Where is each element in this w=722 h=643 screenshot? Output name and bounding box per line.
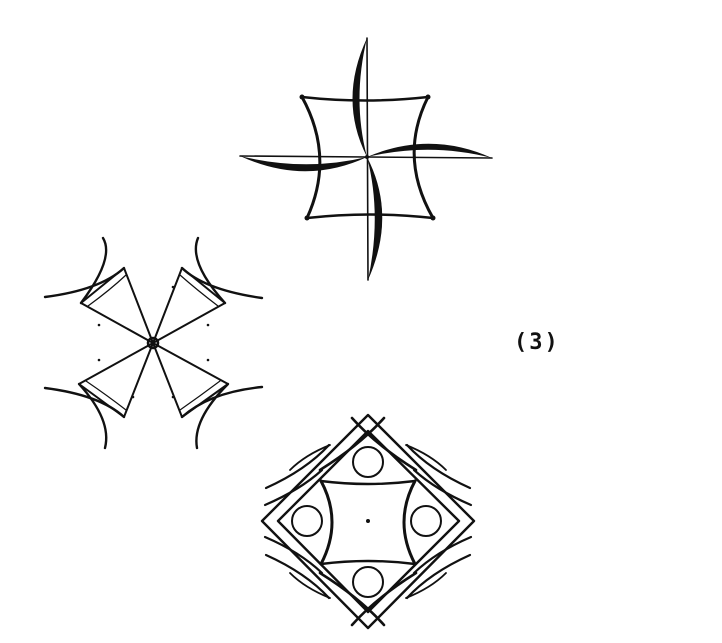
inner-diamond	[276, 429, 461, 614]
center-dot	[366, 519, 370, 523]
corner-dot	[304, 215, 310, 221]
petal-center-ring	[146, 336, 160, 350]
outer-diamond	[260, 413, 476, 630]
nested-diamond-circles-figure	[260, 413, 476, 630]
circle-bottom	[352, 566, 384, 598]
arc-upper-right-b	[180, 266, 264, 300]
center-square-bottom	[319, 559, 417, 566]
pinwheel-left-side	[300, 95, 322, 220]
arc-lower-left-b	[77, 382, 108, 450]
corner-dot	[299, 94, 305, 100]
arc-upper-left-b	[79, 236, 108, 305]
four-petal-triangle-figure	[43, 236, 264, 450]
petal-triangle-lower-right	[152, 342, 229, 418]
corner-dot	[425, 94, 431, 100]
figure-label: (3)	[514, 330, 560, 355]
pinwheel-vertical-axis	[366, 37, 369, 281]
circle-left	[291, 505, 323, 537]
pinwheel-blade-right	[367, 143, 492, 158]
pinwheel-square-figure	[239, 37, 493, 281]
pinwheel-blade-left	[240, 156, 367, 172]
pinwheel-bottom-side	[305, 213, 435, 220]
circle-right	[410, 505, 442, 537]
pinwheel-blade-top	[352, 38, 367, 157]
center-square-left	[319, 479, 334, 566]
arc-lower-left-a	[43, 386, 126, 419]
corner-dot	[430, 215, 436, 221]
petal-triangle-upper-right	[152, 267, 226, 344]
circle-top	[352, 446, 384, 478]
arc-lower-right-b	[195, 382, 230, 450]
petal-triangle-lower-left	[78, 342, 154, 418]
center-square-right	[402, 479, 417, 566]
petal-triangle-upper-left	[80, 267, 154, 344]
pinwheel-top-side	[300, 95, 430, 102]
arc-upper-right-a	[194, 236, 227, 305]
pinwheel-blade-bottom	[367, 157, 383, 280]
center-square-top	[319, 479, 417, 486]
pinwheel-center	[365, 155, 369, 159]
arc-upper-left-a	[43, 266, 126, 299]
